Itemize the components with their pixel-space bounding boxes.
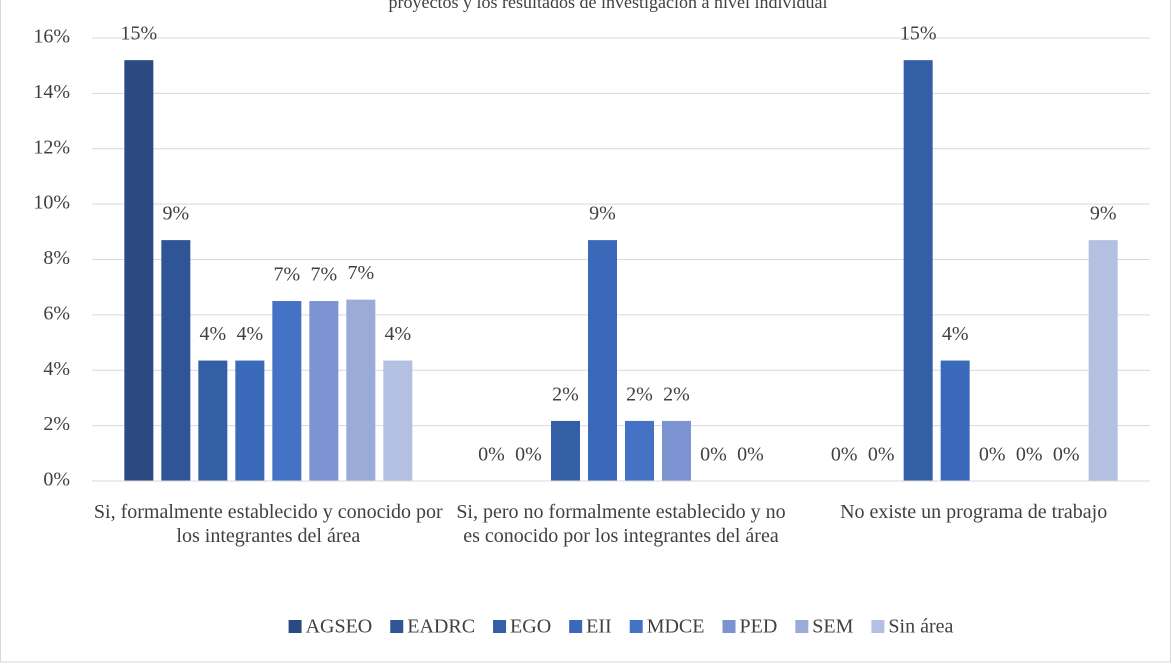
data-label: 4%: [199, 323, 226, 345]
y-tick-label: 6%: [43, 302, 70, 324]
y-tick-label: 8%: [43, 247, 70, 269]
legend-label: AGSEO: [306, 616, 373, 638]
y-tick-label: 16%: [33, 26, 70, 48]
legend-marker: [795, 620, 809, 633]
data-label: 0%: [868, 444, 895, 466]
data-label: 0%: [737, 444, 764, 466]
data-label: 9%: [589, 203, 616, 225]
data-label: 7%: [273, 264, 300, 286]
bar: [588, 240, 617, 481]
data-label: 4%: [384, 323, 411, 345]
chart-title: proyectos y los resultados de investigac…: [389, 0, 828, 12]
bar: [383, 360, 413, 481]
data-label: 0%: [515, 444, 542, 466]
data-label: 0%: [979, 444, 1006, 466]
legend-marker: [288, 620, 302, 633]
data-label: 2%: [626, 384, 653, 406]
legend-label: MDCE: [647, 616, 705, 638]
legend-marker: [390, 620, 404, 633]
legend-marker: [722, 620, 736, 633]
data-label: 15%: [900, 23, 937, 45]
y-tick-label: 0%: [43, 469, 70, 491]
x-tick-label: Si, formalmente establecido y conocido p…: [93, 501, 443, 547]
data-label: 7%: [310, 264, 337, 286]
y-tick-label: 10%: [33, 192, 70, 214]
data-label: 2%: [552, 384, 579, 406]
bar: [662, 420, 691, 481]
bar: [198, 360, 228, 481]
bar: [625, 420, 654, 481]
data-label: 0%: [1016, 444, 1043, 466]
bar: [1088, 240, 1118, 481]
legend-label: Sin área: [888, 616, 953, 638]
legend-marker: [569, 620, 583, 633]
y-tick-label: 2%: [43, 413, 70, 435]
bar: [272, 301, 302, 481]
legend-marker: [871, 620, 885, 633]
legend-label: PED: [740, 616, 778, 638]
bar: [940, 360, 970, 481]
y-tick-label: 12%: [33, 136, 70, 158]
legend-marker: [629, 620, 643, 633]
bar: [161, 240, 191, 481]
data-label: 9%: [162, 203, 189, 225]
bar: [551, 420, 580, 481]
bar: [124, 60, 154, 482]
bar: [235, 360, 265, 481]
data-label: 4%: [942, 323, 969, 345]
x-tick-label: Si, pero no formalmente establecido y no…: [456, 501, 786, 547]
data-label: 7%: [347, 262, 374, 284]
y-tick-label: 14%: [33, 81, 70, 103]
bar: [903, 60, 933, 482]
legend-label: SEM: [812, 616, 853, 638]
bar: [346, 299, 376, 481]
data-label: 4%: [236, 323, 263, 345]
data-label: 0%: [831, 444, 858, 466]
x-tick-label: No existe un programa de trabajo: [840, 501, 1108, 523]
data-label: 15%: [120, 23, 157, 45]
legend-label: EII: [586, 616, 612, 638]
data-label: 0%: [1053, 444, 1080, 466]
bar: [309, 301, 339, 481]
y-tick-label: 4%: [43, 358, 70, 380]
data-label: 2%: [663, 384, 690, 406]
legend-label: EADRC: [407, 616, 475, 638]
data-label: 0%: [700, 444, 727, 466]
legend-label: EGO: [510, 616, 551, 638]
data-label: 9%: [1090, 203, 1117, 225]
data-label: 0%: [478, 444, 505, 466]
legend-marker: [493, 620, 507, 633]
